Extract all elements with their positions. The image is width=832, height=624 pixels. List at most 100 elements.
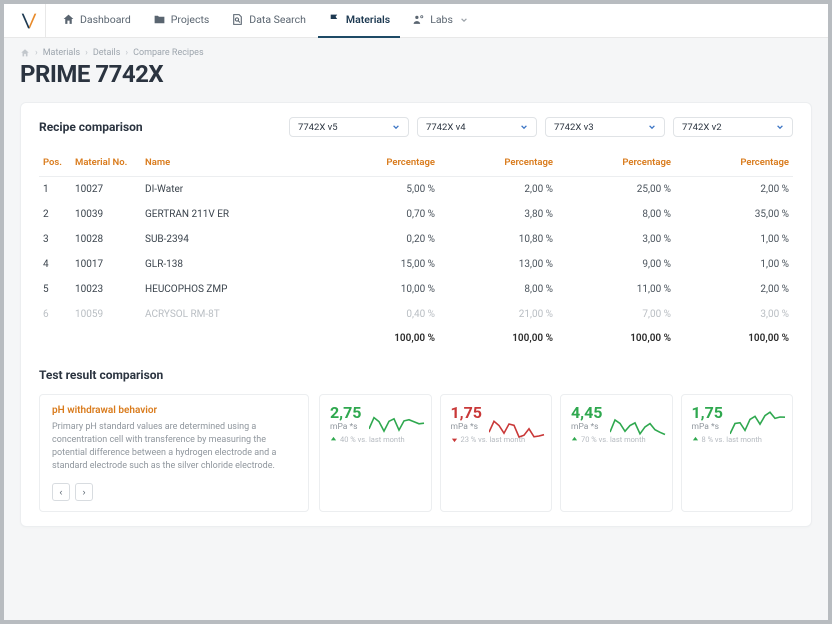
- cell-percentage: 0,20 %: [349, 227, 439, 252]
- cell-name: GERTRAN 211V ER: [141, 202, 349, 227]
- version-selector[interactable]: 7742X v3: [545, 117, 665, 137]
- cell-percentage: 7,00 %: [557, 302, 675, 327]
- cell-name: SUB-2394: [141, 227, 349, 252]
- arrow-up-icon: [330, 436, 337, 443]
- home-icon: [62, 13, 75, 26]
- pager-next-button[interactable]: ›: [75, 483, 93, 501]
- flag-icon: [328, 13, 341, 26]
- cell-name: DI-Water: [141, 177, 349, 203]
- cell-percentage: 2,00 %: [675, 177, 793, 203]
- cell-pos: 1: [39, 177, 71, 203]
- chevron-right-icon: ›: [35, 48, 38, 58]
- total-cell: 100,00 %: [439, 327, 557, 350]
- cell-percentage: 3,00 %: [675, 302, 793, 327]
- table-row[interactable]: 510023HEUCOPHOS ZMP10,00 %8,00 %11,00 %2…: [39, 277, 793, 302]
- table-row[interactable]: 610059ACRYSOL RM-8T0,40 %21,00 %7,00 %3,…: [39, 302, 793, 327]
- total-cell: 100,00 %: [675, 327, 793, 350]
- breadcrumb-item[interactable]: Materials: [43, 48, 80, 58]
- chevron-down-icon: [648, 123, 656, 131]
- page-content: › Materials › Details › Compare Recipes …: [4, 38, 828, 620]
- table-row[interactable]: 110027DI-Water5,00 %2,00 %25,00 %2,00 %: [39, 177, 793, 203]
- cell-percentage: 35,00 %: [675, 202, 793, 227]
- chevron-right-icon: ›: [85, 48, 88, 58]
- test-result-section: Test result comparison pH withdrawal beh…: [39, 368, 793, 512]
- cell-percentage: 3,00 %: [557, 227, 675, 252]
- cell-material-no: 10039: [71, 202, 141, 227]
- table-row[interactable]: 310028SUB-23940,20 %10,80 %3,00 %1,00 %: [39, 227, 793, 252]
- column-header: Percentage: [675, 151, 793, 177]
- cell-percentage: 2,00 %: [439, 177, 557, 203]
- nav-label: Materials: [346, 13, 390, 26]
- version-selector[interactable]: 7742X v2: [673, 117, 793, 137]
- arrow-up-icon: [692, 436, 699, 443]
- selector-value: 7742X v3: [554, 122, 594, 133]
- home-icon: [20, 48, 30, 58]
- cell-material-no: 10059: [71, 302, 141, 327]
- metric-card: 2,75 mPa *s 40 % vs. last month: [319, 394, 432, 512]
- cell-percentage: 13,00 %: [439, 252, 557, 277]
- cell-percentage: 0,70 %: [349, 202, 439, 227]
- nav-item-data-search[interactable]: Data Search: [221, 4, 316, 38]
- chevron-down-icon: [520, 123, 528, 131]
- test-description-card: pH withdrawal behavior Primary pH standa…: [39, 394, 309, 512]
- total-cell: 100,00 %: [557, 327, 675, 350]
- card-title: Recipe comparison: [39, 120, 289, 134]
- version-selector[interactable]: 7742X v5: [289, 117, 409, 137]
- cell-percentage: 5,00 %: [349, 177, 439, 203]
- cell-percentage: 10,80 %: [439, 227, 557, 252]
- cell-name: ACRYSOL RM-8T: [141, 302, 349, 327]
- cell-name: HEUCOPHOS ZMP: [141, 277, 349, 302]
- folder-icon: [153, 13, 166, 26]
- chevron-down-icon: [392, 123, 400, 131]
- nav-item-labs[interactable]: Labs: [402, 4, 478, 38]
- nav-label: Data Search: [249, 13, 306, 26]
- cell-material-no: 10028: [71, 227, 141, 252]
- cell-percentage: 8,00 %: [439, 277, 557, 302]
- column-header: Material No.: [71, 151, 141, 177]
- chevron-right-icon: ›: [125, 48, 128, 58]
- cell-percentage: 25,00 %: [557, 177, 675, 203]
- breadcrumb-item[interactable]: Compare Recipes: [133, 48, 204, 58]
- nav-label: Projects: [171, 13, 210, 26]
- test-description-title: pH withdrawal behavior: [52, 405, 296, 416]
- cell-percentage: 1,00 %: [675, 227, 793, 252]
- arrow-up-icon: [571, 436, 578, 443]
- cell-percentage: 10,00 %: [349, 277, 439, 302]
- section-title: Test result comparison: [39, 368, 793, 382]
- cell-percentage: 2,00 %: [675, 277, 793, 302]
- user-cog-icon: [412, 13, 425, 26]
- cell-percentage: 11,00 %: [557, 277, 675, 302]
- cell-pos: 5: [39, 277, 71, 302]
- sparkline-chart: [730, 405, 786, 441]
- sparkline-chart: [489, 405, 545, 441]
- cell-percentage: 1,00 %: [675, 252, 793, 277]
- column-header: Percentage: [439, 151, 557, 177]
- cell-percentage: 0,40 %: [349, 302, 439, 327]
- cell-material-no: 10023: [71, 277, 141, 302]
- cell-percentage: 9,00 %: [557, 252, 675, 277]
- cell-percentage: 8,00 %: [557, 202, 675, 227]
- search-doc-icon: [231, 13, 244, 26]
- cell-material-no: 10017: [71, 252, 141, 277]
- nav-item-materials[interactable]: Materials: [318, 4, 400, 38]
- selector-value: 7742X v5: [298, 122, 338, 133]
- nav-item-projects[interactable]: Projects: [143, 4, 220, 38]
- metric-card: 4,45 mPa *s 70 % vs. last month: [560, 394, 673, 512]
- test-description-text: Primary pH standard values are determine…: [52, 421, 296, 473]
- table-row[interactable]: 210039GERTRAN 211V ER0,70 %3,80 %8,00 %3…: [39, 202, 793, 227]
- table-row[interactable]: 410017GLR-13815,00 %13,00 %9,00 %1,00 %: [39, 252, 793, 277]
- cell-material-no: 10027: [71, 177, 141, 203]
- breadcrumb-item[interactable]: Details: [93, 48, 121, 58]
- breadcrumb: › Materials › Details › Compare Recipes: [20, 48, 812, 58]
- selector-value: 7742X v4: [426, 122, 466, 133]
- metric-card: 1,75 mPa *s 23 % vs. last month: [440, 394, 553, 512]
- chevron-down-icon: [460, 16, 468, 24]
- version-selector[interactable]: 7742X v4: [417, 117, 537, 137]
- pager-prev-button[interactable]: ‹: [52, 483, 70, 501]
- cell-pos: 4: [39, 252, 71, 277]
- logo-icon: [18, 10, 40, 32]
- nav-item-dashboard[interactable]: Dashboard: [52, 4, 141, 38]
- total-cell: 100,00 %: [349, 327, 439, 350]
- top-navbar: Dashboard Projects Data Search Materials Lab…: [4, 4, 828, 38]
- nav-label: Labs: [430, 13, 453, 26]
